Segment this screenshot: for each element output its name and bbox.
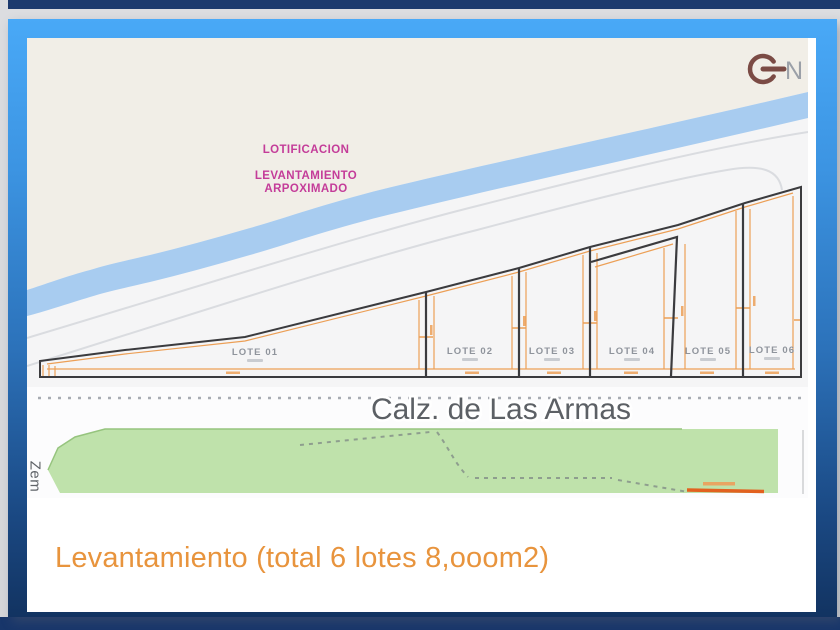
terrain-upper-area (27, 38, 808, 290)
lot-label-03: LOTE 03 (529, 346, 575, 357)
highlight-label-smudge (703, 482, 735, 486)
annotation-line-3: ARPOXIMADO (264, 183, 348, 195)
highlighted-segment (686, 488, 765, 494)
park-boundary-line (47, 428, 682, 471)
lot-label-01: LOTE 01 (232, 347, 278, 358)
slide-card-frame: LOTE 01 LOTE 02 LOTE 03 LOTE 04 LOTE 05 … (8, 19, 837, 617)
park-trails (299, 431, 689, 493)
lot-area-smudges (247, 357, 780, 362)
lot-labels: LOTE 01 LOTE 02 LOTE 03 LOTE 04 LOTE 05 … (232, 345, 795, 358)
annotation-line-2: LEVANTAMIENTO (254, 170, 358, 182)
bottom-navy-bar (0, 617, 840, 630)
lot-label-06: LOTE 06 (749, 345, 795, 356)
river-band (27, 92, 808, 316)
road-lines (26, 131, 809, 367)
compass-icon (747, 53, 787, 85)
street-name-label: Calz. de Las Armas (371, 393, 631, 426)
survey-annotation: LOTIFICACION LEVANTAMIENTO ARPOXIMADO (226, 144, 386, 196)
survey-outline (39, 185, 802, 378)
top-navy-bar (8, 0, 840, 9)
annotation-line-1: LOTIFICACION (262, 144, 350, 156)
lot-04-inner-boundary (590, 235, 679, 377)
lot-label-04: LOTE 04 (609, 346, 655, 357)
slide-caption: Levantamiento (total 6 lotes 8,ooom2) (55, 542, 550, 574)
north-label: N (785, 57, 803, 85)
lot-label-05: LOTE 05 (685, 346, 731, 357)
park-area (48, 429, 778, 493)
slide-card: LOTE 01 LOTE 02 LOTE 03 LOTE 04 LOTE 05 … (27, 38, 816, 612)
survey-map: LOTE 01 LOTE 02 LOTE 03 LOTE 04 LOTE 05 … (26, 38, 809, 498)
annotation-gap (226, 157, 386, 170)
dimension-number-smudges (226, 296, 779, 374)
side-street-label: Zem (26, 460, 44, 493)
survey-map-canvas: LOTE 01 LOTE 02 LOTE 03 LOTE 04 LOTE 05 … (26, 38, 809, 498)
lot-label-02: LOTE 02 (447, 346, 493, 357)
